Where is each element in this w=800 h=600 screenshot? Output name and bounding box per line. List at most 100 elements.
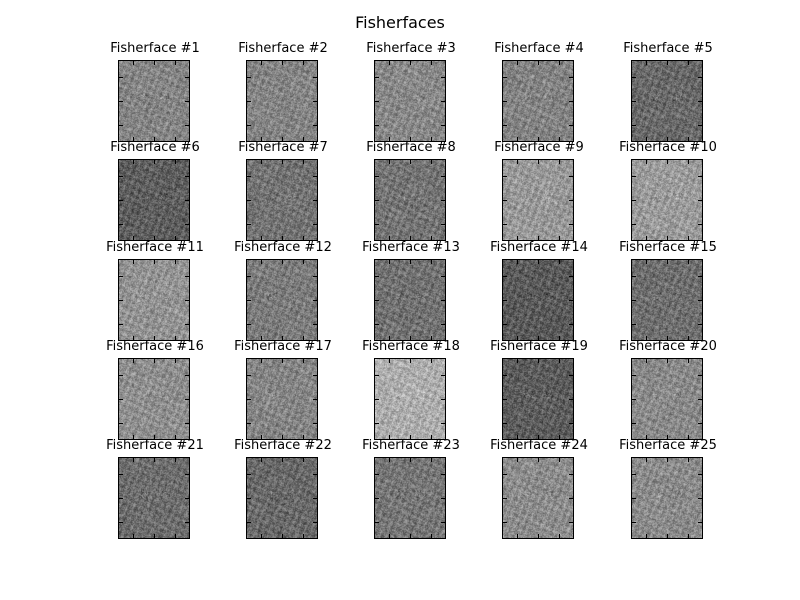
fisherface-texture: [632, 160, 702, 240]
fisherface-image: [502, 60, 574, 142]
fisherface-label: Fisherface #9: [494, 140, 584, 155]
axis-tick: [441, 522, 445, 523]
axis-tick: [503, 423, 507, 424]
fisherface-texture: [375, 160, 445, 240]
axis-tick: [119, 399, 123, 400]
axis-tick: [375, 125, 379, 126]
axis-tick: [503, 276, 507, 277]
fisherface-panel: Fisherface #24: [464, 438, 614, 539]
fisherface-panel: Fisherface #5: [593, 41, 743, 142]
axis-tick: [667, 458, 668, 462]
axis-tick: [632, 324, 636, 325]
fisherface-texture: [119, 160, 189, 240]
axis-tick: [646, 160, 647, 164]
axis-tick: [667, 236, 668, 240]
fisherface-panel: Fisherface #11: [80, 240, 230, 341]
axis-tick: [431, 61, 432, 65]
fisherface-texture: [375, 359, 445, 439]
axis-tick: [646, 336, 647, 340]
axis-tick: [503, 399, 507, 400]
axis-tick: [517, 336, 518, 340]
axis-tick: [247, 498, 251, 499]
fisherface-panel: Fisherface #18: [336, 339, 486, 440]
fisherface-image: [631, 457, 703, 539]
fisherface-image: [118, 159, 190, 241]
axis-tick: [410, 534, 411, 538]
axis-tick: [569, 77, 573, 78]
axis-tick: [119, 300, 123, 301]
fisherface-texture: [503, 458, 573, 538]
fisherface-panel: Fisherface #8: [336, 140, 486, 241]
axis-tick: [698, 200, 702, 201]
axis-tick: [119, 101, 123, 102]
axis-tick: [303, 435, 304, 439]
axis-tick: [119, 423, 123, 424]
axis-tick: [698, 125, 702, 126]
axis-tick: [569, 176, 573, 177]
axis-tick: [119, 324, 123, 325]
axis-tick: [569, 200, 573, 201]
axis-tick: [431, 359, 432, 363]
axis-tick: [698, 276, 702, 277]
axis-tick: [185, 498, 189, 499]
axis-tick: [632, 200, 636, 201]
fisherface-image: [502, 259, 574, 341]
axis-tick: [538, 336, 539, 340]
fisherface-texture: [247, 160, 317, 240]
axis-tick: [559, 359, 560, 363]
axis-tick: [503, 224, 507, 225]
axis-tick: [119, 498, 123, 499]
axis-tick: [431, 534, 432, 538]
axis-tick: [119, 375, 123, 376]
axis-tick: [154, 260, 155, 264]
axis-tick: [185, 176, 189, 177]
fisherface-label: Fisherface #3: [366, 41, 456, 56]
axis-tick: [698, 522, 702, 523]
fisherface-texture: [247, 458, 317, 538]
fisherface-panel: Fisherface #9: [464, 140, 614, 241]
axis-tick: [303, 160, 304, 164]
fisherface-texture: [375, 260, 445, 340]
axis-tick: [667, 260, 668, 264]
axis-tick: [154, 236, 155, 240]
fisherface-image: [631, 259, 703, 341]
figure-title: Fisherfaces: [355, 13, 445, 32]
axis-tick: [688, 137, 689, 141]
axis-tick: [185, 77, 189, 78]
axis-tick: [185, 300, 189, 301]
axis-tick: [261, 61, 262, 65]
fisherface-panel: Fisherface #12: [208, 240, 358, 341]
axis-tick: [282, 359, 283, 363]
axis-tick: [389, 137, 390, 141]
fisherface-label: Fisherface #15: [619, 240, 717, 255]
axis-tick: [410, 260, 411, 264]
axis-tick: [569, 300, 573, 301]
axis-tick: [632, 522, 636, 523]
axis-tick: [154, 435, 155, 439]
axis-tick: [261, 160, 262, 164]
axis-tick: [119, 224, 123, 225]
axis-tick: [389, 435, 390, 439]
axis-tick: [313, 125, 317, 126]
axis-tick: [175, 458, 176, 462]
axis-tick: [569, 276, 573, 277]
fisherface-texture: [247, 61, 317, 141]
axis-tick: [441, 324, 445, 325]
axis-tick: [688, 458, 689, 462]
axis-tick: [431, 435, 432, 439]
axis-tick: [261, 336, 262, 340]
fisherface-label: Fisherface #6: [110, 140, 200, 155]
axis-tick: [375, 176, 379, 177]
axis-tick: [698, 300, 702, 301]
axis-tick: [632, 77, 636, 78]
fisherface-image: [118, 358, 190, 440]
axis-tick: [282, 61, 283, 65]
axis-tick: [667, 160, 668, 164]
axis-tick: [175, 534, 176, 538]
axis-tick: [559, 236, 560, 240]
axis-tick: [185, 324, 189, 325]
axis-tick: [698, 224, 702, 225]
axis-tick: [503, 200, 507, 201]
axis-tick: [375, 200, 379, 201]
axis-tick: [632, 375, 636, 376]
